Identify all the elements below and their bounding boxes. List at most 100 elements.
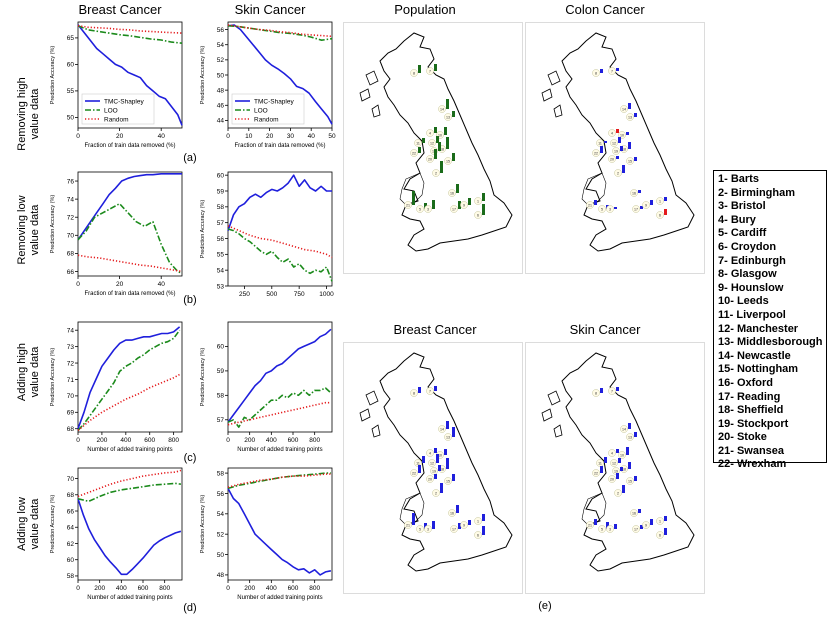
hospital-marker: [656, 517, 664, 525]
hospital-marker: [404, 521, 412, 529]
y-tick-label: 59: [217, 188, 225, 195]
hospital-bar: [482, 204, 485, 215]
hospital-bar: [446, 421, 449, 429]
x-tick-label: 400: [120, 437, 131, 444]
hospital-marker: [610, 459, 618, 467]
hospital-marker-label: 20: [610, 158, 614, 162]
x-tick-label: 0: [226, 133, 230, 140]
hospital-list-item: 14- Newcastle: [718, 349, 791, 362]
series-line-random: [77, 373, 180, 432]
x-tick-label: 0: [226, 437, 230, 444]
hospital-marker-label: 19: [432, 470, 436, 474]
hospital-bar: [634, 432, 637, 437]
hospital-marker-label: 13: [446, 116, 450, 120]
hospital-marker: [656, 211, 664, 219]
hospital-marker-label: 17: [634, 208, 638, 212]
y-axis-label: Prediction Accuracy (%): [200, 348, 206, 407]
hospital-bar: [638, 509, 641, 513]
hospital-marker-label: 2: [617, 172, 619, 176]
hospital-marker: [608, 387, 616, 395]
hospital-marker: [612, 147, 620, 155]
x-tick-label: 250: [239, 291, 250, 298]
hospital-bar: [458, 523, 461, 529]
hospital-marker: [592, 389, 600, 397]
y-tick-label: 46: [217, 103, 225, 110]
y-tick-label: 60: [67, 557, 75, 564]
hospital-marker: [410, 389, 418, 397]
hospital-marker: [432, 169, 440, 177]
y-tick-label: 53: [217, 283, 225, 290]
hospital-marker-label: 5: [601, 528, 603, 532]
y-tick-label: 66: [67, 508, 75, 515]
hospital-bar: [418, 147, 421, 153]
x-tick-label: 20: [266, 133, 274, 140]
hospital-marker-label: 15: [446, 160, 450, 164]
hospital-marker: [426, 449, 434, 457]
hospital-marker: [432, 489, 440, 497]
hospital-marker: [474, 211, 482, 219]
y-tick-label: 50: [217, 72, 225, 79]
hospital-bar: [618, 458, 621, 463]
plot-frame: [227, 321, 333, 433]
hospital-marker: [630, 189, 638, 197]
hospital-bar: [446, 99, 449, 109]
hospital-marker-label: 8: [595, 392, 597, 396]
hospital-marker: [404, 201, 412, 209]
hospital-marker: [438, 425, 446, 433]
hospital-marker: [606, 205, 614, 213]
x-tick-label: 400: [266, 437, 277, 444]
x-tick-label: 1000: [319, 291, 334, 298]
hospital-marker-label: 14: [622, 108, 626, 112]
y-tick-label: 70: [67, 476, 75, 483]
hospital-bar: [436, 136, 439, 143]
y-tick-label: 52: [217, 57, 225, 64]
hospital-list-item: 16- Oxford: [718, 376, 774, 389]
hospital-bar: [452, 427, 455, 437]
hospital-list: 1- Barts 2- Birmingham 3- Bristol 4- Bury 5-…: [718, 173, 823, 472]
hospital-marker-label: 8: [413, 392, 415, 396]
col-title-colon: Colon Cancer: [565, 2, 645, 17]
hospital-marker-label: 16: [632, 512, 636, 516]
y-tick-label: 44: [217, 118, 225, 125]
wales-outline: [581, 492, 607, 526]
island-outline: [359, 88, 371, 102]
hospital-marker: [592, 69, 600, 77]
hospital-marker-label: 4: [611, 132, 613, 136]
hospital-list-item: 10- Leeds: [718, 295, 769, 308]
y-tick-label: 54: [217, 267, 225, 274]
hospital-list-item: 8- Glasgow: [718, 268, 777, 281]
hospital-marker: [626, 433, 634, 441]
hospital-bar: [650, 200, 653, 205]
hospital-bar: [650, 519, 653, 525]
series-line-random: [227, 24, 333, 38]
x-axis-label: Fraction of train data removed (%): [84, 291, 175, 297]
y-axis-label: Prediction Accuracy (%): [200, 200, 206, 259]
x-tick-label: 750: [294, 291, 305, 298]
hospital-marker: [626, 113, 634, 121]
hospital-marker-label: 15: [446, 480, 450, 484]
hospital-list-item: 3- Bristol: [718, 200, 766, 213]
x-tick-label: 500: [266, 291, 277, 298]
hospital-marker: [426, 387, 434, 395]
y-tick-label: 68: [67, 251, 75, 258]
x-tick-label: 0: [76, 585, 80, 592]
hospital-bar: [456, 505, 459, 513]
hospital-bar: [446, 137, 449, 149]
series-line-tmc: [77, 24, 183, 126]
hospital-marker: [444, 113, 452, 121]
hospital-marker-label: 9: [645, 524, 647, 528]
hospital-bar: [438, 465, 441, 471]
x-tick-label: 800: [159, 585, 170, 592]
hospital-marker: [428, 139, 436, 147]
hospital-marker-label: 2: [435, 492, 437, 496]
hospital-marker-label: 6: [477, 214, 479, 218]
hospital-marker-label: 20: [428, 478, 432, 482]
hospital-list-item: 19- Stockport: [718, 417, 789, 430]
hospital-marker-label: 9: [463, 204, 465, 208]
hospital-marker-label: 10: [438, 454, 442, 458]
hospital-bar: [616, 129, 619, 133]
series-line-tmc: [227, 488, 332, 576]
hospital-bar: [634, 157, 637, 161]
legend-label: LOO: [104, 107, 118, 114]
y-tick-label: 70: [67, 233, 75, 240]
